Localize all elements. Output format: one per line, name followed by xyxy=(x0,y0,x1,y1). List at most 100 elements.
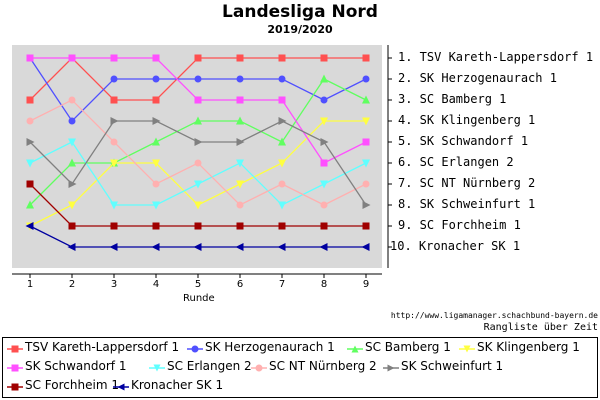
data-point xyxy=(278,222,286,230)
legend-label: SK Klingenberg 1 xyxy=(477,340,580,354)
data-point xyxy=(110,117,119,125)
rank-label: 2. SK Herzogenaurach 1 xyxy=(398,71,557,85)
data-point xyxy=(26,200,34,209)
data-point xyxy=(362,54,370,62)
data-point xyxy=(362,75,370,83)
data-point xyxy=(152,137,160,146)
data-point xyxy=(68,201,76,210)
data-point xyxy=(278,96,286,104)
legend-swatch xyxy=(187,345,203,352)
x-axis-label: Runde xyxy=(183,293,215,304)
data-point xyxy=(194,75,202,83)
chart-subtitle: 2019/2020 xyxy=(267,23,333,36)
legend-swatch xyxy=(7,364,23,371)
data-point xyxy=(320,96,328,104)
data-point xyxy=(361,243,370,251)
rank-label: 9. SC Forchheim 1 xyxy=(398,218,521,232)
data-point xyxy=(194,96,202,104)
legend-label: SK Herzogenaurach 1 xyxy=(205,340,335,354)
data-point xyxy=(236,180,244,189)
data-point xyxy=(236,159,244,168)
data-point xyxy=(26,159,34,168)
data-point xyxy=(236,54,244,62)
chart-title: Landesliga Nord xyxy=(222,2,378,22)
rank-label: 10. Kronacher SK 1 xyxy=(390,239,521,253)
data-point xyxy=(152,96,160,104)
x-tick-label: 6 xyxy=(237,279,243,290)
data-point xyxy=(152,117,161,125)
data-point xyxy=(152,180,160,188)
data-point xyxy=(278,180,286,188)
data-point xyxy=(193,243,202,251)
data-point xyxy=(236,201,244,209)
data-point xyxy=(236,75,244,83)
data-point xyxy=(236,96,244,104)
legend-label: SK Schweinfurt 1 xyxy=(401,359,504,373)
data-point xyxy=(68,222,76,230)
data-point xyxy=(320,138,329,146)
legend-swatch xyxy=(459,345,475,352)
legend-item: SC Bamberg 1 xyxy=(347,340,451,354)
data-point xyxy=(362,222,370,230)
data-point xyxy=(68,138,76,147)
data-point xyxy=(278,75,286,83)
data-point xyxy=(362,180,370,188)
data-point xyxy=(320,159,328,167)
data-point xyxy=(68,117,76,125)
rank-label: 5. SK Schwandorf 1 xyxy=(398,134,529,148)
data-point xyxy=(194,180,202,189)
x-tick-label: 4 xyxy=(153,279,159,290)
legend-label: SC Bamberg 1 xyxy=(365,340,451,354)
data-point xyxy=(151,243,160,251)
legend-item: SK Klingenberg 1 xyxy=(459,340,580,354)
data-point xyxy=(362,201,371,209)
rank-label: 6. SC Erlangen 2 xyxy=(398,155,514,169)
data-point xyxy=(110,96,118,104)
data-point xyxy=(362,95,370,104)
data-point xyxy=(320,117,328,126)
x-tick-label: 1 xyxy=(27,279,33,290)
data-point xyxy=(320,74,328,83)
legend-swatch xyxy=(149,364,165,371)
data-point xyxy=(319,243,328,251)
data-point xyxy=(278,201,286,210)
legend-item: SK Schwandorf 1 xyxy=(7,359,126,373)
data-point xyxy=(109,243,118,251)
data-point xyxy=(67,243,76,251)
legend-swatch xyxy=(113,383,129,390)
data-point xyxy=(26,96,34,104)
data-point xyxy=(278,54,286,62)
data-point xyxy=(278,117,287,125)
data-point xyxy=(194,222,202,230)
source-url[interactable]: http://www.ligamanager.schachbund-bayern… xyxy=(390,311,598,320)
data-point xyxy=(194,116,202,125)
data-point xyxy=(235,243,244,251)
data-point xyxy=(194,201,202,210)
data-point xyxy=(110,75,118,83)
data-point xyxy=(236,222,244,230)
data-point xyxy=(152,54,160,62)
legend-item: TSV Kareth-Lappersdorf 1 xyxy=(7,340,179,354)
data-point xyxy=(26,54,34,62)
data-point xyxy=(278,159,286,168)
legend-swatch xyxy=(7,383,23,390)
data-point xyxy=(152,159,160,168)
data-point xyxy=(194,159,202,167)
data-point xyxy=(68,158,76,167)
data-point xyxy=(110,222,118,230)
chart-caption: Rangliste über Zeit xyxy=(483,322,598,333)
legend-swatch xyxy=(347,345,363,352)
legend-item: SC Forchheim 1 xyxy=(7,378,119,392)
x-tick-label: 7 xyxy=(279,279,285,290)
legend-swatch xyxy=(7,345,23,352)
data-point xyxy=(110,54,118,62)
data-point xyxy=(278,137,286,146)
data-point xyxy=(68,96,76,104)
legend-label: SK Schwandorf 1 xyxy=(25,359,127,373)
rank-label: 8. SK Schweinfurt 1 xyxy=(398,197,536,211)
x-tick-label: 8 xyxy=(321,279,327,290)
legend-label: SC Forchheim 1 xyxy=(25,378,119,392)
legend-item: SK Schweinfurt 1 xyxy=(383,359,503,373)
data-point xyxy=(110,201,118,210)
legend: TSV Kareth-Lappersdorf 1 SK Herzogenaurac… xyxy=(2,337,598,398)
